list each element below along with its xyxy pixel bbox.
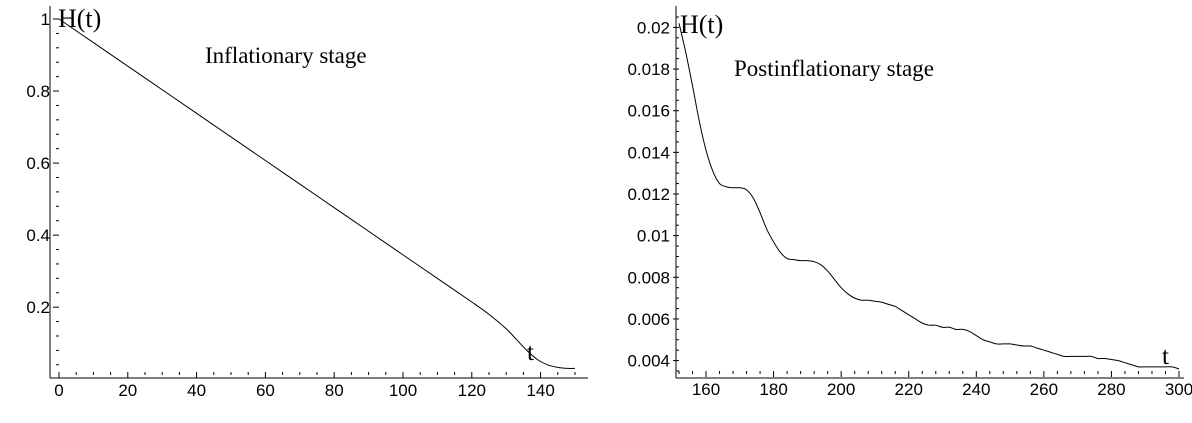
x-tick-marks [58,372,576,378]
x-tick-label: 280 [1097,380,1125,399]
x-tick-label: 220 [895,380,923,399]
y-tick-label: 0.02 [637,18,670,37]
x-tick-label: 180 [759,380,787,399]
y-tick-label: 1 [41,10,50,29]
x-tick-label: 200 [827,380,855,399]
x-tick-labels: 160 180 200 220 240 260 280 300 [692,380,1192,399]
y-tick-labels: 0.004 0.006 0.008 0.01 0.012 0.014 0.016 0.018 0… [627,18,670,370]
x-tick-label: 80 [325,381,344,400]
y-tick-marks [673,16,679,372]
x-axis-label: t [527,339,534,366]
postinflationary-chart: 0.004 0.006 0.008 0.01 0.012 0.014 0.016 0.018 0… [627,6,1192,399]
y-tick-label: 0.012 [627,185,670,204]
x-axis-label: t [1162,343,1169,370]
inflationary-chart: 0.2 0.4 0.6 0.8 1 0 20 40 60 80 100 120 140 H(t) In… [26,4,588,400]
y-tick-label: 0.014 [627,143,670,162]
x-tick-label: 100 [389,381,417,400]
y-tick-label: 0.008 [627,268,670,287]
y-tick-label: 0.01 [637,227,670,246]
y-tick-label: 0.006 [627,310,670,329]
x-tick-label: 40 [187,381,206,400]
x-tick-label: 260 [1030,380,1058,399]
x-tick-label: 0 [54,381,63,400]
x-axis: 160 180 200 220 240 260 280 300 [676,371,1192,399]
y-tick-label: 0.016 [627,102,670,121]
y-tick-label: 0.2 [26,298,50,317]
y-tick-marks [53,18,59,366]
x-tick-label: 20 [118,381,137,400]
y-axis: 0.004 0.006 0.008 0.01 0.012 0.014 0.016 0.018 0… [627,6,679,378]
x-tick-labels: 0 20 40 60 80 100 120 140 [54,381,555,400]
y-axis: 0.2 0.4 0.6 0.8 1 [26,6,59,378]
y-tick-label: 0.6 [26,154,50,173]
series-line [58,18,576,369]
y-axis-label: H(t) [680,10,723,39]
series-line [678,23,1180,370]
x-tick-label: 120 [458,381,486,400]
chart-annotation: Postinflationary stage [734,56,934,81]
x-tick-label: 140 [526,381,554,400]
x-tick-marks [678,371,1180,377]
x-tick-label: 240 [962,380,990,399]
y-tick-label: 0.4 [26,226,50,245]
x-tick-label: 300 [1165,380,1192,399]
x-axis: 0 20 40 60 80 100 120 140 [50,372,588,400]
x-tick-label: 160 [692,380,720,399]
x-tick-label: 60 [256,381,275,400]
chart-annotation: Inflationary stage [205,43,367,68]
y-tick-labels: 0.2 0.4 0.6 0.8 1 [26,10,50,317]
y-tick-label: 0.8 [26,82,50,101]
y-axis-label: H(t) [58,4,101,33]
y-tick-label: 0.018 [627,60,670,79]
y-tick-label: 0.004 [627,352,670,371]
